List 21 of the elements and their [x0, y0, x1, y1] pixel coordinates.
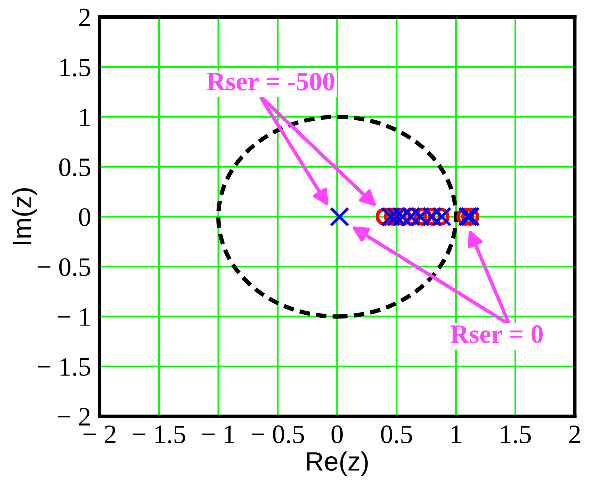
y-tick-label: − 2	[58, 408, 90, 426]
x-tick-label: 1	[452, 426, 462, 444]
x-tick-label: 0.5	[381, 426, 412, 444]
y-tick-label: 0.5	[59, 158, 90, 177]
y-tick-label: 0	[79, 208, 90, 226]
x-tick-label: 0	[332, 426, 343, 444]
x-tick-label: 1.5	[501, 426, 532, 444]
y-axis-title: Im(z)	[12, 188, 37, 245]
y-tick-label: 1	[80, 108, 90, 126]
y-tick-label: − 1	[58, 308, 90, 326]
y-tick-label: 1.5	[60, 58, 90, 77]
y-tick-label: 2	[79, 8, 90, 26]
y-tick-label: − 0.5	[38, 258, 90, 276]
x-tick-label: 2	[570, 426, 580, 444]
x-tick-label: − 0.5	[252, 426, 304, 444]
annotation: Rser = 0	[450, 326, 543, 344]
y-tick-label: − 1.5	[38, 358, 90, 376]
x-tick-label: − 1.5	[133, 426, 186, 444]
x-tick-label: − 1	[202, 426, 234, 444]
x-axis-title: Re(z)	[307, 452, 368, 476]
annotation: Rser = -500	[207, 72, 335, 91]
